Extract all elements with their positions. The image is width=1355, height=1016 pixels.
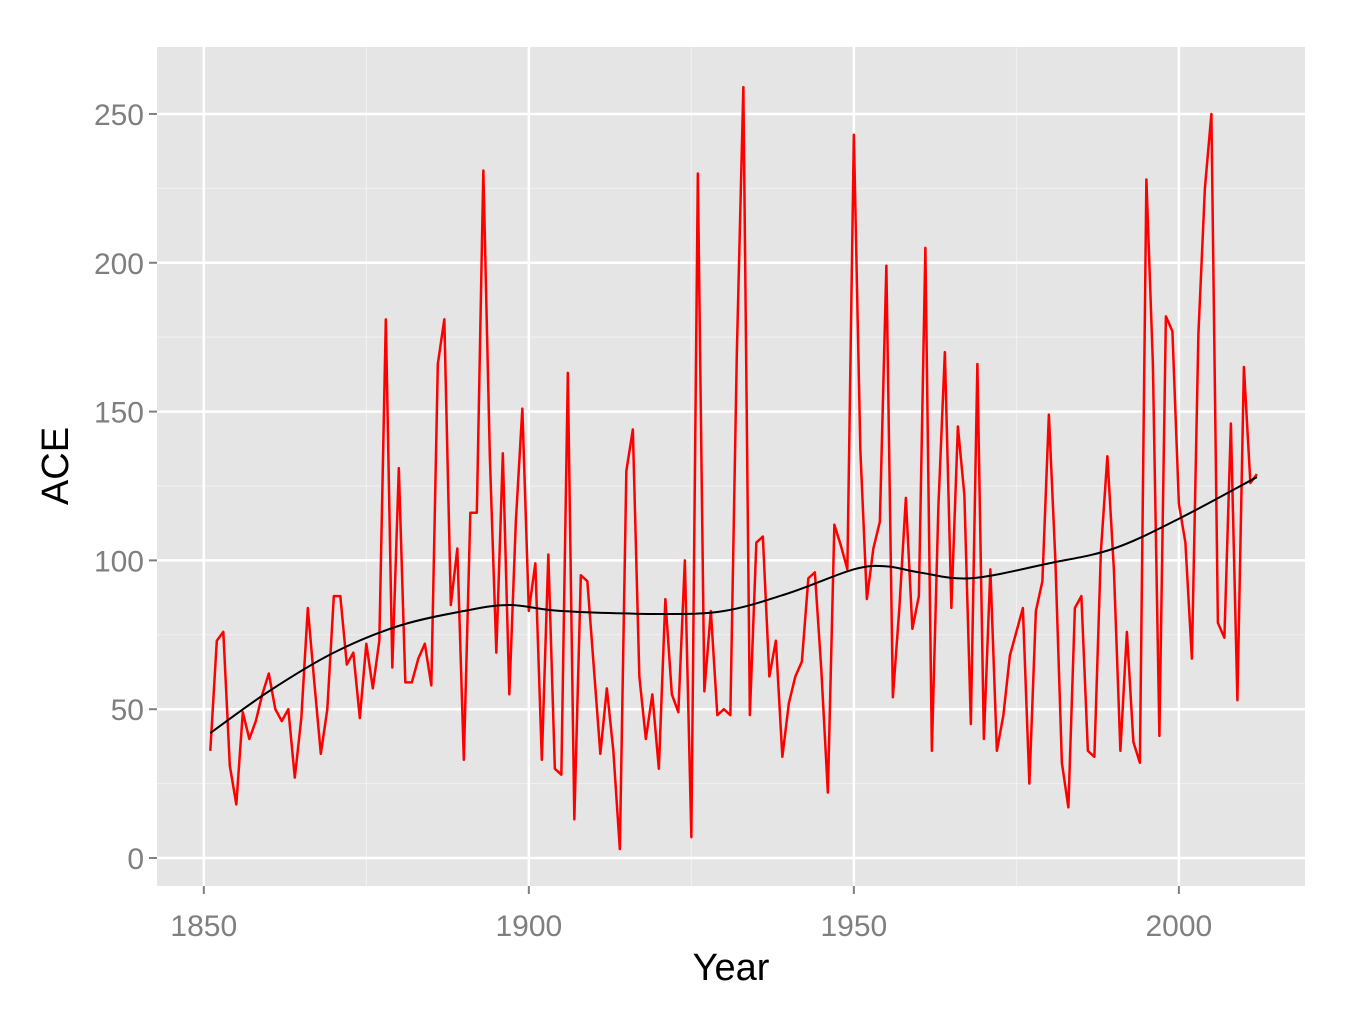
y-tick-label: 100 (94, 545, 144, 578)
axes: 1850 1900 1950 2000 0 50 100 150 200 250 (94, 99, 1212, 943)
y-tick-label: 200 (94, 248, 144, 281)
plot-panel (157, 47, 1305, 886)
x-tick-label: 2000 (1146, 910, 1213, 943)
smooth-trend-line (209, 476, 1258, 734)
y-tick-label: 250 (94, 99, 144, 132)
series-lines (209, 85, 1258, 851)
x-axis-label: Year (693, 947, 770, 989)
y-axis-label: ACE (35, 427, 77, 505)
y-tick-label: 0 (127, 843, 144, 876)
x-tick-label: 1900 (495, 910, 562, 943)
ace-series-line (209, 85, 1258, 851)
x-tick-label: 1950 (820, 910, 887, 943)
y-tick-label: 150 (94, 397, 144, 430)
y-tick-label: 50 (111, 694, 144, 727)
x-tick-label: 1850 (170, 910, 237, 943)
